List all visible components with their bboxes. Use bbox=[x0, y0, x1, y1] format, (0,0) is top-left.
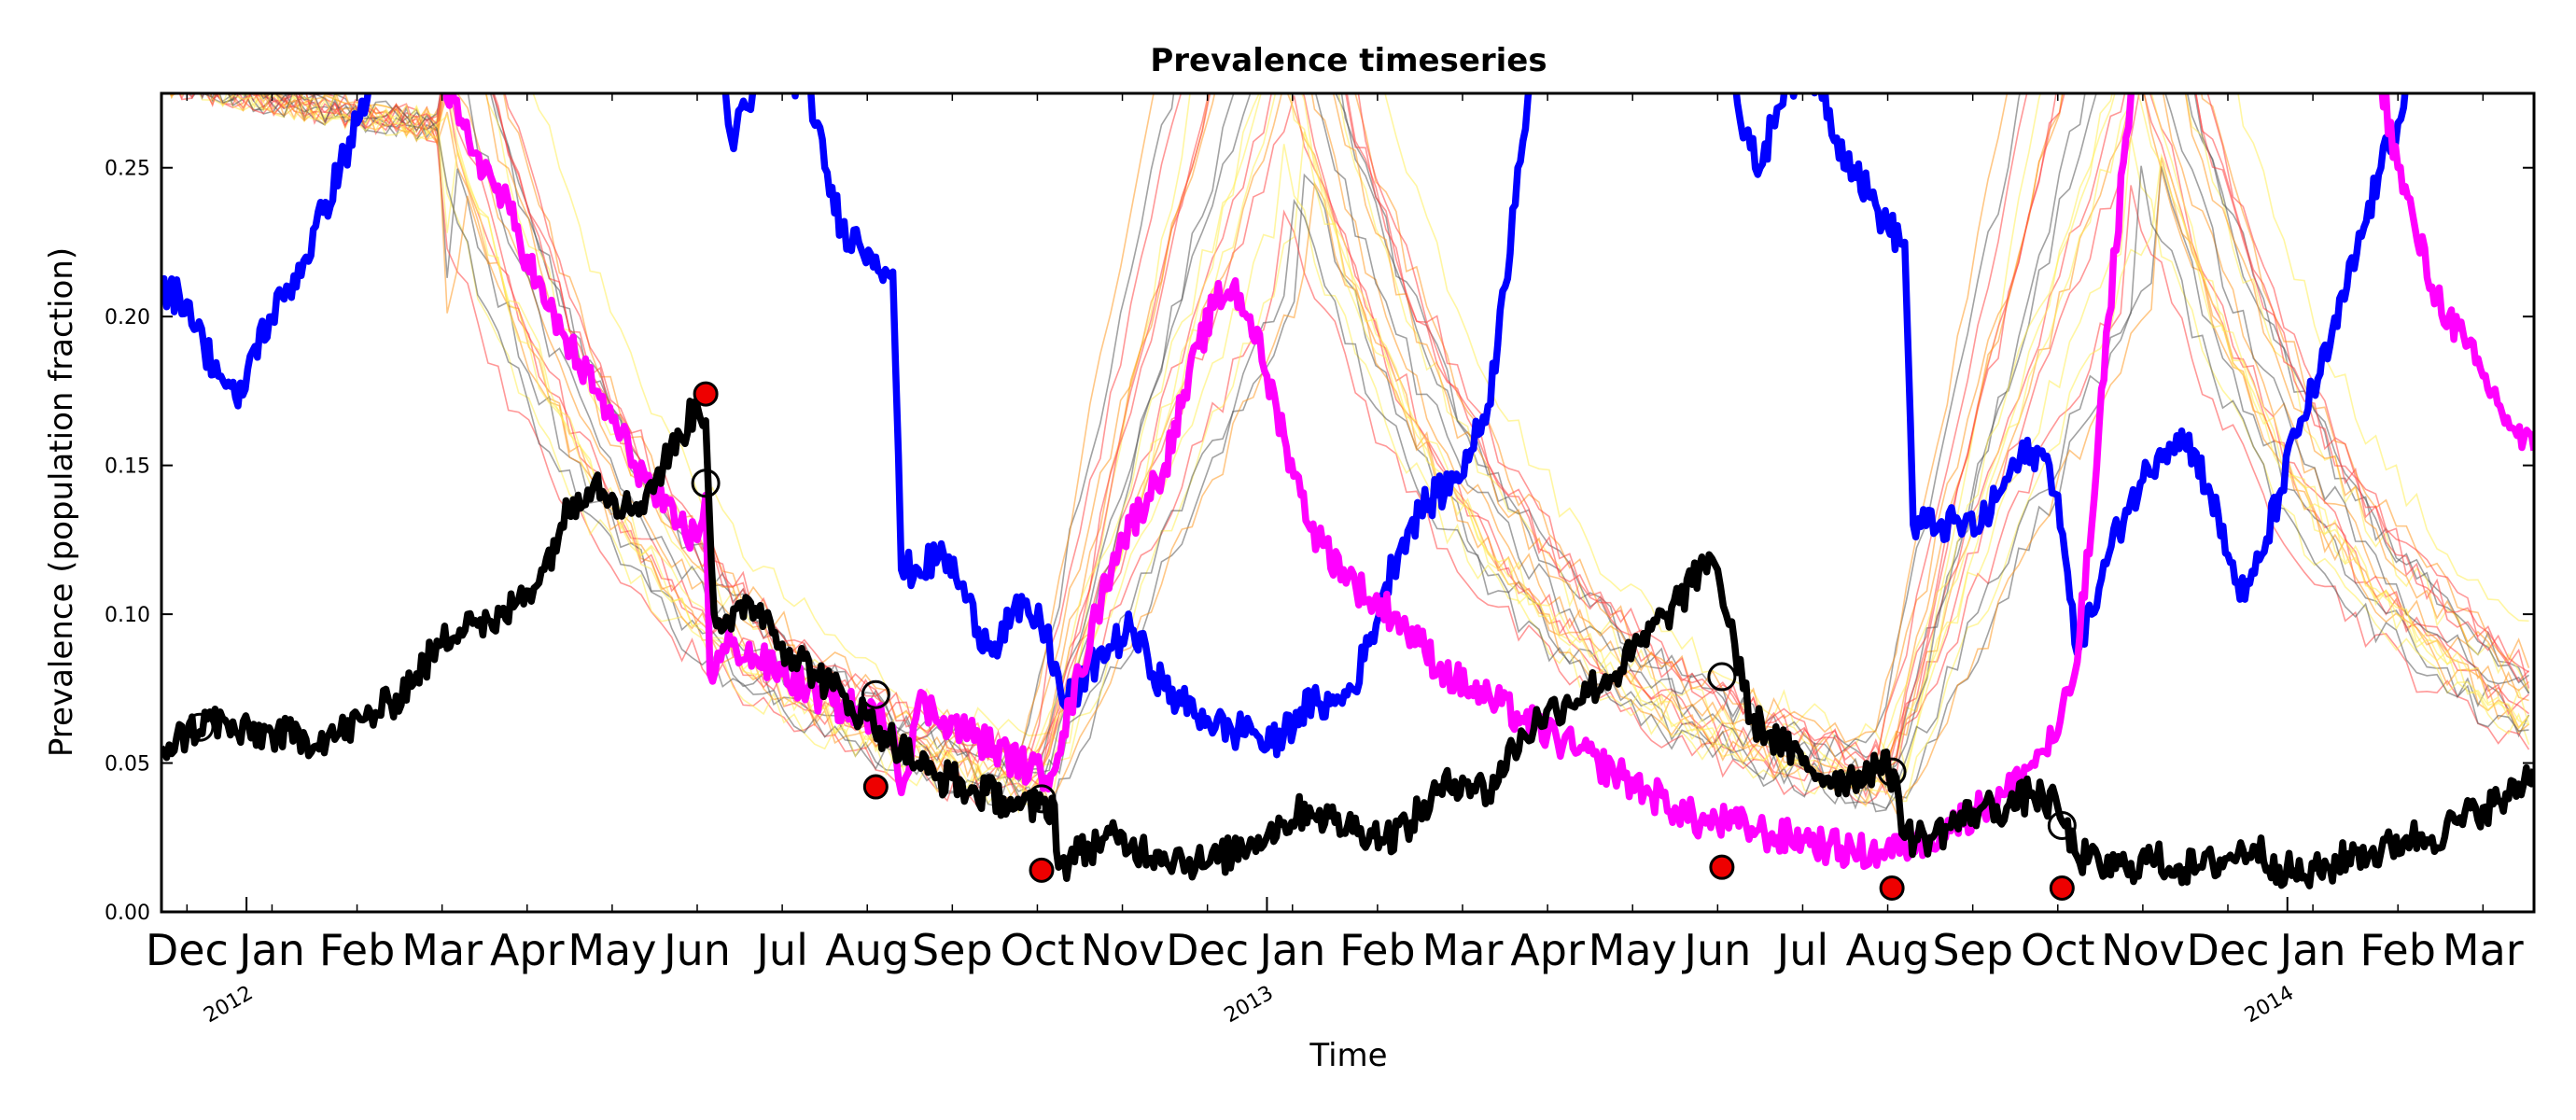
red-marker bbox=[2049, 875, 2075, 901]
x-tick-label: Feb bbox=[1339, 925, 1415, 975]
ensemble-line bbox=[178, 93, 2530, 765]
x-tick-label: Dec bbox=[2186, 925, 2269, 975]
open-marker bbox=[1707, 662, 1737, 692]
x-tick-label: Mar bbox=[2443, 925, 2524, 975]
x-tick-label: Oct bbox=[1001, 925, 1075, 975]
ensemble-line bbox=[201, 93, 2529, 813]
x-tick-label: May bbox=[1589, 925, 1677, 975]
open-marker bbox=[691, 469, 721, 498]
x-tick-label: Mar bbox=[1422, 925, 1504, 975]
x-tick-label: Mar bbox=[401, 925, 483, 975]
y-tick-label: 0.15 bbox=[105, 455, 150, 479]
x-tick-label: Sep bbox=[912, 925, 993, 975]
ensemble-line bbox=[209, 93, 2529, 777]
x-tick-label: Nov bbox=[1081, 925, 1165, 975]
x-tick-label: May bbox=[567, 925, 656, 975]
x-tick-label: Dec bbox=[1166, 925, 1249, 975]
y-tick-label: 0.05 bbox=[105, 753, 150, 777]
ensemble-line bbox=[169, 93, 2529, 790]
open-marker bbox=[1877, 757, 1907, 787]
y-tick-label: 0.25 bbox=[105, 158, 150, 181]
series-line-magenta bbox=[442, 93, 2534, 871]
open-marker bbox=[1027, 784, 1057, 814]
x-tick-label: Sep bbox=[1932, 925, 2013, 975]
x-tick-label: Jan bbox=[1256, 925, 1325, 975]
y-tick-label: 0.10 bbox=[105, 604, 150, 627]
x-tick-label: Jan bbox=[2277, 925, 2346, 975]
ensemble-line bbox=[200, 93, 2530, 792]
x-tick-label: Oct bbox=[2021, 925, 2095, 975]
x-tick-label: Feb bbox=[319, 925, 395, 975]
open-marker bbox=[861, 679, 890, 709]
ensemble-line bbox=[170, 93, 2530, 802]
x-tick-label: Dec bbox=[146, 925, 229, 975]
x-tick-label: Aug bbox=[825, 925, 909, 975]
open-marker bbox=[2047, 811, 2077, 841]
series-line-blue bbox=[161, 93, 2409, 759]
ensemble-line bbox=[215, 93, 2530, 809]
x-axis-label: Time bbox=[1309, 1037, 1387, 1074]
red-marker bbox=[862, 774, 889, 800]
y-tick-label: 0.00 bbox=[105, 902, 150, 925]
y-axis: 0.00 0.05 0.10 0.15 0.20 0.25 bbox=[105, 158, 2534, 925]
ensemble-line bbox=[179, 93, 2530, 787]
x-tick-label: Jul bbox=[1774, 925, 1829, 975]
x-tick-label: Apr bbox=[490, 925, 565, 975]
red-marker bbox=[693, 381, 719, 407]
x-tick-label: Nov bbox=[2101, 925, 2185, 975]
x-tick-label: Jun bbox=[1681, 925, 1751, 975]
series-line-black bbox=[161, 398, 2534, 889]
x-tick-label: Aug bbox=[1846, 925, 1930, 975]
plot-frame bbox=[160, 91, 2536, 914]
chart-title: Prevalence timeseries bbox=[1150, 42, 1547, 79]
red-marker bbox=[1879, 875, 1905, 901]
red-marker bbox=[1029, 857, 1055, 883]
x-tick-label: Jan bbox=[236, 925, 305, 975]
ensemble-line bbox=[169, 93, 2529, 773]
ensemble-line bbox=[186, 93, 2529, 769]
ensemble-line bbox=[198, 93, 2530, 812]
x-tick-label: Apr bbox=[1510, 925, 1585, 975]
ensemble-line bbox=[241, 93, 2530, 807]
y-tick-label: 0.20 bbox=[105, 306, 150, 329]
x-tick-label: Jun bbox=[661, 925, 731, 975]
event-markers bbox=[185, 381, 2077, 901]
red-marker bbox=[1709, 854, 1735, 880]
ensemble-line bbox=[215, 93, 2530, 799]
series-lines bbox=[161, 93, 2534, 889]
x-tick-label: Feb bbox=[2359, 925, 2435, 975]
x-axis: Dec Jan Feb Mar Apr May Jun Jul Aug Sep Oct Nov Dec J… bbox=[146, 93, 2524, 1028]
y-axis-label: Prevalence (population fraction) bbox=[43, 247, 80, 757]
ensemble-line bbox=[226, 93, 2530, 763]
open-marker bbox=[185, 712, 215, 742]
x-tick-label: Jul bbox=[753, 925, 808, 975]
ensemble-line bbox=[179, 93, 2529, 814]
